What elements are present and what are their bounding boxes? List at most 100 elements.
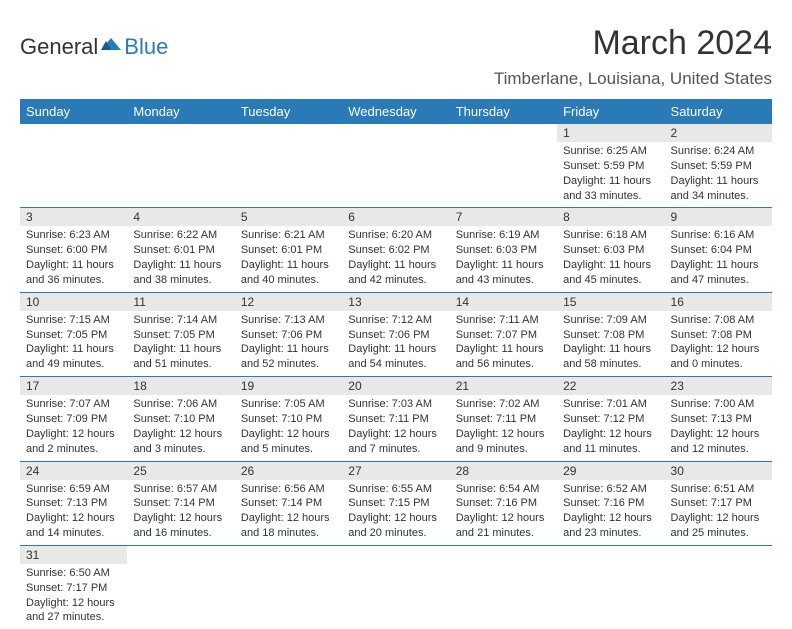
sunset-text: Sunset: 6:04 PM [671, 243, 766, 258]
day-number: 29 [557, 462, 664, 480]
sunrise-text: Sunrise: 7:06 AM [133, 397, 228, 412]
calendar-cell [20, 124, 127, 208]
sunset-text: Sunset: 7:11 PM [456, 412, 551, 427]
sunrise-text: Sunrise: 7:11 AM [456, 313, 551, 328]
sunset-text: Sunset: 7:14 PM [133, 496, 228, 511]
daylight-text: Daylight: 12 hours and 23 minutes. [563, 511, 658, 541]
day-number: 4 [127, 208, 234, 226]
sunrise-text: Sunrise: 6:20 AM [348, 228, 443, 243]
daylight-text: Daylight: 12 hours and 16 minutes. [133, 511, 228, 541]
sunrise-text: Sunrise: 6:22 AM [133, 228, 228, 243]
sunrise-text: Sunrise: 6:18 AM [563, 228, 658, 243]
cell-body: Sunrise: 6:22 AMSunset: 6:01 PMDaylight:… [127, 226, 234, 291]
sunrise-text: Sunrise: 7:14 AM [133, 313, 228, 328]
sunset-text: Sunset: 6:01 PM [133, 243, 228, 258]
daylight-text: Daylight: 12 hours and 25 minutes. [671, 511, 766, 541]
cell-body: Sunrise: 7:02 AMSunset: 7:11 PMDaylight:… [450, 395, 557, 460]
daylight-text: Daylight: 12 hours and 5 minutes. [241, 427, 336, 457]
flag-icon [100, 36, 122, 59]
calendar-cell: 6Sunrise: 6:20 AMSunset: 6:02 PMDaylight… [342, 208, 449, 292]
calendar-cell: 26Sunrise: 6:56 AMSunset: 7:14 PMDayligh… [235, 461, 342, 545]
sunset-text: Sunset: 7:08 PM [563, 328, 658, 343]
sunset-text: Sunset: 7:10 PM [241, 412, 336, 427]
sunrise-text: Sunrise: 7:01 AM [563, 397, 658, 412]
calendar-cell [342, 545, 449, 629]
calendar-cell: 31Sunrise: 6:50 AMSunset: 7:17 PMDayligh… [20, 545, 127, 629]
sunrise-text: Sunrise: 6:56 AM [241, 482, 336, 497]
daylight-text: Daylight: 11 hours and 34 minutes. [671, 174, 766, 204]
column-header: Monday [127, 99, 234, 124]
calendar-cell: 7Sunrise: 6:19 AMSunset: 6:03 PMDaylight… [450, 208, 557, 292]
cell-body: Sunrise: 6:50 AMSunset: 7:17 PMDaylight:… [20, 564, 127, 629]
sunset-text: Sunset: 7:16 PM [456, 496, 551, 511]
day-number: 30 [665, 462, 772, 480]
cell-body: Sunrise: 6:56 AMSunset: 7:14 PMDaylight:… [235, 480, 342, 545]
page-title: March 2024 [494, 24, 772, 63]
sunrise-text: Sunrise: 6:50 AM [26, 566, 121, 581]
daylight-text: Daylight: 12 hours and 3 minutes. [133, 427, 228, 457]
sunrise-text: Sunrise: 7:05 AM [241, 397, 336, 412]
daylight-text: Daylight: 12 hours and 7 minutes. [348, 427, 443, 457]
sunset-text: Sunset: 6:03 PM [456, 243, 551, 258]
sunset-text: Sunset: 7:08 PM [671, 328, 766, 343]
calendar-cell: 10Sunrise: 7:15 AMSunset: 7:05 PMDayligh… [20, 292, 127, 376]
day-number: 25 [127, 462, 234, 480]
sunset-text: Sunset: 7:14 PM [241, 496, 336, 511]
calendar-cell: 2Sunrise: 6:24 AMSunset: 5:59 PMDaylight… [665, 124, 772, 208]
sunset-text: Sunset: 7:13 PM [26, 496, 121, 511]
day-number: 31 [20, 546, 127, 564]
daylight-text: Daylight: 11 hours and 51 minutes. [133, 342, 228, 372]
day-number: 19 [235, 377, 342, 395]
sunset-text: Sunset: 5:59 PM [563, 159, 658, 174]
sunset-text: Sunset: 7:10 PM [133, 412, 228, 427]
daylight-text: Daylight: 11 hours and 58 minutes. [563, 342, 658, 372]
daylight-text: Daylight: 12 hours and 12 minutes. [671, 427, 766, 457]
sunrise-text: Sunrise: 7:12 AM [348, 313, 443, 328]
sunrise-text: Sunrise: 6:21 AM [241, 228, 336, 243]
cell-body: Sunrise: 7:09 AMSunset: 7:08 PMDaylight:… [557, 311, 664, 376]
sunset-text: Sunset: 7:07 PM [456, 328, 551, 343]
calendar-cell: 24Sunrise: 6:59 AMSunset: 7:13 PMDayligh… [20, 461, 127, 545]
sunrise-text: Sunrise: 6:25 AM [563, 144, 658, 159]
day-number: 10 [20, 293, 127, 311]
sunrise-text: Sunrise: 6:52 AM [563, 482, 658, 497]
day-number: 7 [450, 208, 557, 226]
daylight-text: Daylight: 12 hours and 18 minutes. [241, 511, 336, 541]
sunset-text: Sunset: 7:13 PM [671, 412, 766, 427]
day-number: 14 [450, 293, 557, 311]
calendar-cell [450, 124, 557, 208]
calendar-cell: 18Sunrise: 7:06 AMSunset: 7:10 PMDayligh… [127, 377, 234, 461]
calendar-cell [665, 545, 772, 629]
calendar-cell [235, 124, 342, 208]
day-number: 26 [235, 462, 342, 480]
daylight-text: Daylight: 12 hours and 9 minutes. [456, 427, 551, 457]
sunrise-text: Sunrise: 7:15 AM [26, 313, 121, 328]
sunrise-text: Sunrise: 6:54 AM [456, 482, 551, 497]
calendar-table: SundayMondayTuesdayWednesdayThursdayFrid… [20, 99, 772, 629]
calendar-cell: 22Sunrise: 7:01 AMSunset: 7:12 PMDayligh… [557, 377, 664, 461]
cell-body: Sunrise: 7:14 AMSunset: 7:05 PMDaylight:… [127, 311, 234, 376]
calendar-cell: 29Sunrise: 6:52 AMSunset: 7:16 PMDayligh… [557, 461, 664, 545]
sunset-text: Sunset: 6:02 PM [348, 243, 443, 258]
day-number: 15 [557, 293, 664, 311]
cell-body: Sunrise: 7:11 AMSunset: 7:07 PMDaylight:… [450, 311, 557, 376]
day-number: 5 [235, 208, 342, 226]
cell-body: Sunrise: 6:21 AMSunset: 6:01 PMDaylight:… [235, 226, 342, 291]
calendar-cell [127, 124, 234, 208]
cell-body: Sunrise: 6:25 AMSunset: 5:59 PMDaylight:… [557, 142, 664, 207]
daylight-text: Daylight: 12 hours and 20 minutes. [348, 511, 443, 541]
sunset-text: Sunset: 7:17 PM [26, 581, 121, 596]
day-number: 12 [235, 293, 342, 311]
calendar-cell: 5Sunrise: 6:21 AMSunset: 6:01 PMDaylight… [235, 208, 342, 292]
daylight-text: Daylight: 12 hours and 2 minutes. [26, 427, 121, 457]
logo: General Blue [20, 34, 168, 60]
cell-body: Sunrise: 6:52 AMSunset: 7:16 PMDaylight:… [557, 480, 664, 545]
sunset-text: Sunset: 7:05 PM [133, 328, 228, 343]
cell-body: Sunrise: 7:06 AMSunset: 7:10 PMDaylight:… [127, 395, 234, 460]
calendar-cell: 19 Sunrise: 7:05 AMSunset: 7:10 PMDayligh… [235, 377, 342, 461]
calendar-cell: 12Sunrise: 7:13 AMSunset: 7:06 PMDayligh… [235, 292, 342, 376]
daylight-text: Daylight: 11 hours and 36 minutes. [26, 258, 121, 288]
cell-body: Sunrise: 6:16 AMSunset: 6:04 PMDaylight:… [665, 226, 772, 291]
day-number: 2 [665, 124, 772, 142]
column-header: Sunday [20, 99, 127, 124]
